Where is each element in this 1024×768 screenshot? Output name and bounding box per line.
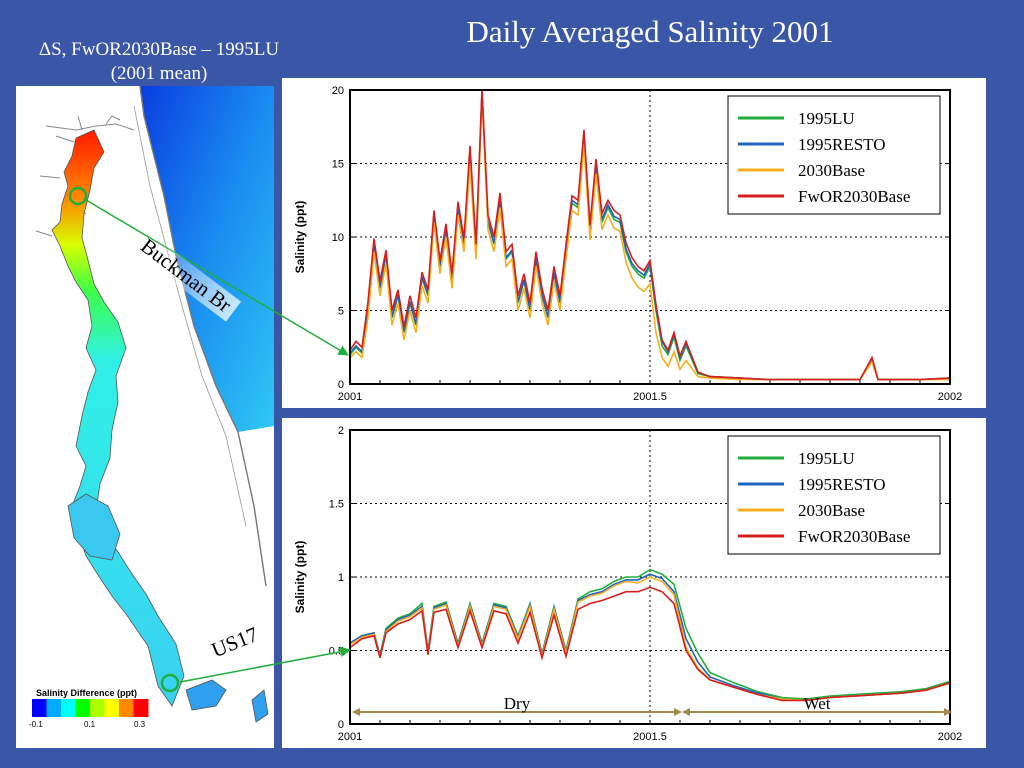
period-label-wet: Wet — [804, 694, 831, 713]
legend-label-FwOR2030Base: FwOR2030Base — [798, 187, 910, 206]
y-axis-label: Salinity (ppt) — [293, 541, 307, 614]
y-tick-label: 0.5 — [329, 646, 344, 658]
chart-buckman-svg: 0 5 10 15 20 2001 2001.5 2002 Salinity (ppt) 1995… — [293, 85, 962, 403]
period-arrow-head — [682, 708, 690, 716]
chart-us17-svg: 0 0.5 1 1.5 2 2001 2001.5 2002 Salinity (ppt) Dry… — [293, 425, 962, 743]
x-tick-label: 2001.5 — [633, 731, 667, 743]
lower-lakes — [185, 679, 269, 723]
y-tick-label: 20 — [332, 85, 344, 97]
y-tick-label: 0 — [338, 379, 344, 391]
us17-marker — [160, 673, 180, 693]
map-caption: ΔS, FwOR2030Base – 1995LU (2001 mean) — [4, 38, 314, 86]
period-arrow-head — [674, 708, 682, 716]
chart-us17-salinity: 0 0.5 1 1.5 2 2001 2001.5 2002 Salinity (ppt) Dry… — [282, 418, 986, 748]
period-arrow-head — [944, 708, 952, 716]
legend-label-2030Base: 2030Base — [798, 161, 865, 180]
colorbar-tick-mid: 0.1 — [84, 720, 96, 729]
y-tick-label: 1.5 — [329, 499, 344, 511]
y-tick-label: 5 — [338, 306, 344, 318]
y-tick-label: 2 — [338, 425, 344, 437]
y-tick-label: 1 — [338, 572, 344, 584]
legend-label-1995RESTO: 1995RESTO — [798, 135, 886, 154]
plot-frame — [349, 89, 951, 385]
y-tick-label: 15 — [332, 159, 344, 171]
y-tick-label: 0 — [338, 719, 344, 731]
lake-george — [67, 493, 121, 561]
legend-label-1995LU: 1995LU — [798, 449, 855, 468]
x-tick-label: 2002 — [938, 391, 962, 403]
st-johns-river — [51, 129, 185, 707]
colorbar-tick-min: -0.1 — [29, 720, 43, 729]
colorbar-swatch — [75, 699, 91, 717]
legend-label-2030Base: 2030Base — [798, 501, 865, 520]
legend-label-1995LU: 1995LU — [798, 109, 855, 128]
series-line-FwOR2030Base — [349, 89, 951, 381]
legend-label-1995RESTO: 1995RESTO — [798, 475, 886, 494]
colorbar-swatch — [119, 699, 134, 717]
y-tick-label: 10 — [332, 232, 344, 244]
colorbar-scale — [32, 699, 149, 717]
colorbar-swatch — [61, 699, 76, 717]
colorbar-swatch — [46, 699, 62, 717]
x-tick-label: 2002 — [938, 731, 962, 743]
colorbar-swatch — [32, 699, 47, 717]
colorbar-swatch — [104, 699, 120, 717]
period-arrow-head — [352, 708, 360, 716]
series-line-1995LU — [349, 568, 951, 700]
legend-box — [727, 95, 941, 215]
plot-frame — [349, 429, 951, 725]
creek-network — [35, 115, 135, 237]
y-axis-label: Salinity (ppt) — [293, 201, 307, 274]
colorbar-swatch — [133, 699, 149, 717]
x-tick-label: 2001.5 — [633, 391, 667, 403]
colorbar-tick-max: 0.3 — [134, 720, 146, 729]
series-line-FwOR2030Base — [349, 586, 951, 702]
series-line-2030Base — [349, 576, 951, 702]
map-caption-line2: (2001 mean) — [110, 63, 208, 84]
x-tick-label: 2001 — [338, 731, 362, 743]
slide-title: Daily Averaged Salinity 2001 — [466, 14, 834, 49]
colorbar-title: Salinity Difference (ppt) — [36, 688, 137, 698]
series-line-2030Base — [349, 97, 950, 381]
colorbar-swatch — [90, 699, 105, 717]
buckman-marker — [68, 186, 88, 206]
x-tick-label: 2001 — [338, 391, 362, 403]
legend-box — [727, 435, 941, 555]
map-caption-line1: ΔS, FwOR2030Base – 1995LU — [38, 39, 280, 60]
legend-label-FwOR2030Base: FwOR2030Base — [798, 527, 910, 546]
period-label-dry: Dry — [504, 694, 531, 713]
chart-buckman-salinity: 0 5 10 15 20 2001 2001.5 2002 Salinity (ppt) 1995… — [282, 78, 986, 408]
